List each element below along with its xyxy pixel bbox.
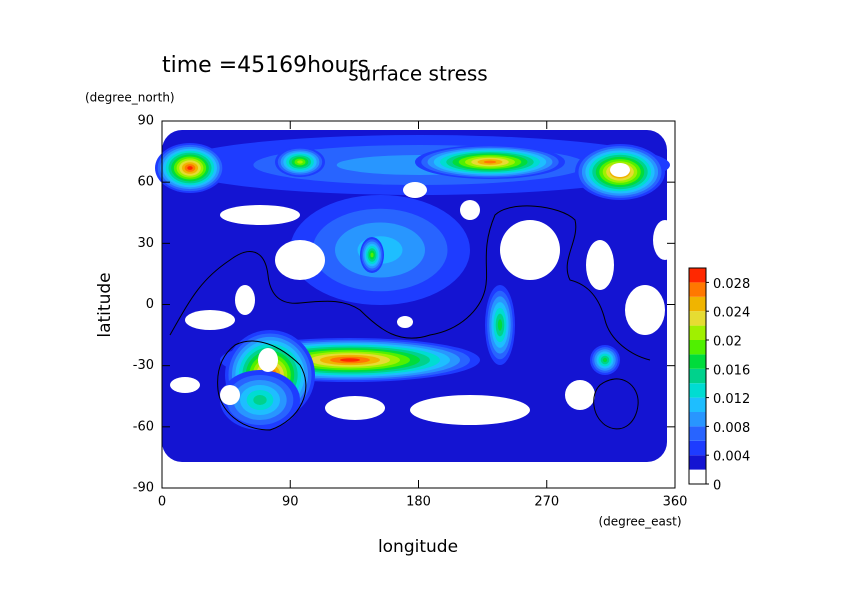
colorbar-band xyxy=(689,469,706,484)
annotation: time =45169hours xyxy=(162,53,369,78)
y-tick-label: 30 xyxy=(137,236,154,251)
x-tick-label: 180 xyxy=(406,495,431,510)
colorbar-band xyxy=(689,340,706,355)
y-tick-label: -60 xyxy=(133,419,154,434)
colorbar-frame xyxy=(688,267,707,485)
contour-fill xyxy=(370,252,374,258)
y-tick-label: 90 xyxy=(137,114,154,129)
colorbar-band xyxy=(689,455,706,470)
x-tick-label: 360 xyxy=(663,495,688,510)
chart-title: surface stress xyxy=(348,62,487,86)
y-tick-label: 0 xyxy=(146,297,154,312)
contour-fill xyxy=(460,200,480,220)
colorbar-band xyxy=(689,412,706,427)
colorbar-tick-label: 0.012 xyxy=(713,392,750,407)
y-tick-label: -30 xyxy=(133,358,154,373)
x-tick-label: 0 xyxy=(158,495,166,510)
contour-fill xyxy=(653,220,677,260)
y-tick-label: 60 xyxy=(137,175,154,190)
contour-fill xyxy=(602,357,608,363)
x-unit: (degree_east) xyxy=(598,515,681,529)
contour-fill xyxy=(565,380,595,410)
coastlines xyxy=(169,205,651,431)
contour-fill xyxy=(220,205,300,225)
contour-fill xyxy=(258,348,278,372)
colorbar-band xyxy=(689,354,706,369)
coastline xyxy=(217,340,307,431)
colorbar-band xyxy=(689,426,706,441)
colorbar-band xyxy=(689,397,706,412)
contour-fill xyxy=(483,160,497,164)
colorbar-band xyxy=(689,268,706,283)
colorbar-band xyxy=(689,325,706,340)
colorbar-band xyxy=(689,383,706,398)
contour-fill xyxy=(253,395,267,405)
y-unit: (degree_north) xyxy=(85,91,175,105)
colorbar-tick-label: 0.008 xyxy=(713,421,750,436)
colorbar-band xyxy=(689,368,706,384)
contour-fill xyxy=(610,163,630,177)
contour-fill xyxy=(403,182,427,198)
contour-fill xyxy=(625,285,665,335)
y-tick-label: -90 xyxy=(133,481,154,496)
contour-fill xyxy=(500,220,560,280)
coastline xyxy=(593,378,639,430)
contour-fill xyxy=(220,385,240,405)
colorbar-band xyxy=(689,311,706,326)
contour-fill xyxy=(325,396,385,420)
contour-field xyxy=(155,130,677,462)
contour-fill xyxy=(275,240,325,280)
x-tick-label: 270 xyxy=(534,495,559,510)
contour-fill xyxy=(235,285,255,315)
colorbar-tick-label: 0 xyxy=(713,479,721,494)
x-tick-label: 90 xyxy=(282,495,299,510)
colorbar-band xyxy=(689,282,706,297)
contour-fill xyxy=(410,395,530,425)
x-axis-label: longitude xyxy=(378,537,458,557)
y-axis-label: latitude xyxy=(95,272,115,337)
colorbar-tick-label: 0.016 xyxy=(713,363,750,378)
coastline xyxy=(169,205,651,361)
colorbar-tick-label: 0.024 xyxy=(713,306,750,321)
contour-fill xyxy=(170,377,200,393)
contour-fill xyxy=(185,310,235,330)
contour-fill xyxy=(397,316,413,328)
colorbar-tick-label: 0.004 xyxy=(713,450,750,465)
colorbar-tick-label: 0.028 xyxy=(713,277,750,292)
contour-fill xyxy=(297,160,303,164)
colorbar-band xyxy=(689,440,706,456)
contour-fill xyxy=(586,240,614,290)
colorbar-band xyxy=(689,296,706,312)
contour-fill xyxy=(340,358,360,362)
colorbar-tick-label: 0.02 xyxy=(713,335,742,350)
contour-fill xyxy=(187,166,193,170)
contour-fill xyxy=(497,319,503,331)
